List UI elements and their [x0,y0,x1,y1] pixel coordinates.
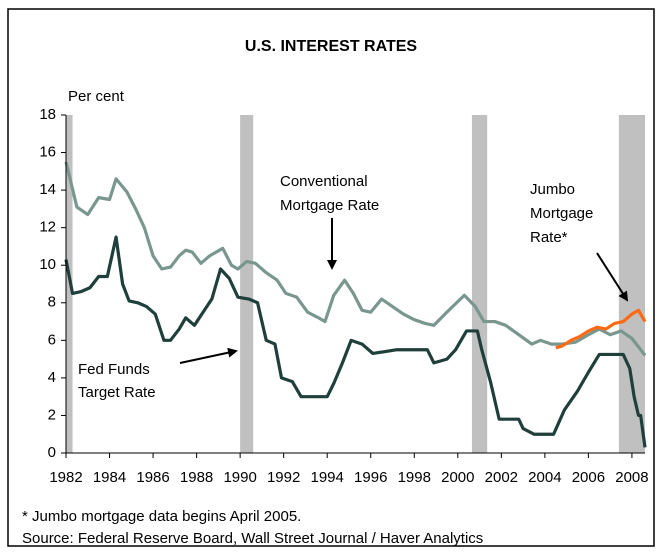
x-tick-label: 2008 [615,469,648,486]
x-tick-label: 1992 [267,469,300,486]
y-tick-label: 6 [48,331,56,348]
annotation-arrow [179,347,238,364]
x-tick-label: 1990 [223,469,256,486]
annotation: Jumbo [530,181,575,198]
annotation: Mortgage Rate [280,197,379,214]
x-tick-label: 2004 [528,469,561,486]
series-line [64,161,647,357]
annotation: Conventional [280,173,368,190]
y-tick-label: 16 [39,144,56,161]
x-tick-label: 1986 [136,469,169,486]
annotation: Fed Funds [78,361,150,378]
y-tick-label: 12 [39,219,56,236]
x-tick-label: 1998 [398,469,431,486]
y-tick-label: 4 [48,369,56,386]
annotation: Rate* [530,229,568,246]
recession-band [240,115,254,453]
y-tick-label: 2 [48,406,56,423]
y-tick-label: 10 [39,256,56,273]
x-tick-label: 1984 [93,469,126,486]
x-tick-label: 2006 [572,469,605,486]
x-tick-label: 1982 [49,469,82,486]
recession-band [471,115,488,453]
y-tick-label: 0 [48,444,56,461]
x-tick-label: 1996 [354,469,387,486]
series-line [64,235,647,448]
x-tick-label: 2002 [485,469,518,486]
annotation-arrow [596,252,629,302]
frame [7,8,655,547]
x-tick-label: 1994 [311,469,344,486]
series-line [555,308,647,350]
chart-title: U.S. INTEREST RATES [245,38,417,55]
y-tick-label: 8 [48,294,56,311]
y-tick-label: 14 [39,181,56,198]
y-axis-label: Per cent [68,88,125,105]
x-tick-label: 2000 [441,469,474,486]
annotation: Mortgage [530,205,593,222]
x-tick-label: 1988 [180,469,213,486]
footnote: * Jumbo mortgage data begins April 2005. [22,508,301,525]
recession-band [618,115,645,453]
y-tick-label: 18 [39,106,56,123]
footnote: Source: Federal Reserve Board, Wall Stre… [22,530,483,547]
annotation: Target Rate [78,384,156,401]
